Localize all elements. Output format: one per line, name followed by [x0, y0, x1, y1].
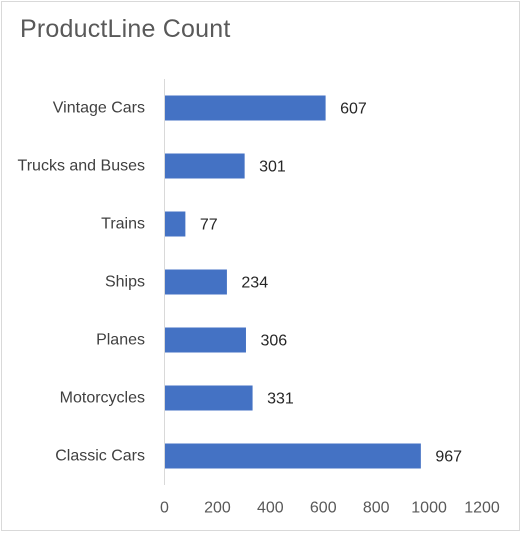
- bar-motorcycles: [165, 385, 253, 411]
- data-label: 77: [200, 217, 218, 234]
- x-tick-label: 0: [160, 500, 169, 517]
- bar-trucks-and-buses: [165, 153, 245, 179]
- bars-layer: [165, 95, 421, 469]
- data-label: 234: [241, 275, 268, 292]
- bar-classic-cars: [165, 443, 421, 469]
- bar-vintage-cars: [165, 95, 326, 121]
- category-label: Trucks and Buses: [18, 158, 145, 175]
- x-tick-label: 200: [204, 500, 231, 517]
- data-label: 331: [267, 391, 294, 408]
- x-tick-label: 1000: [411, 500, 447, 517]
- x-tick-label: 1200: [464, 500, 500, 517]
- bar-trains: [165, 211, 186, 237]
- bar-planes: [165, 327, 246, 353]
- category-labels: Vintage Cars Trucks and Buses Trains Ships P…: [18, 100, 145, 465]
- data-label: 301: [259, 159, 286, 176]
- category-label: Classic Cars: [55, 448, 145, 465]
- data-label: 306: [260, 333, 287, 350]
- x-tick-label: 600: [310, 500, 337, 517]
- value-labels: 607 301 77 234 306 331 967: [200, 101, 462, 466]
- data-label: 967: [435, 449, 462, 466]
- category-label: Trains: [101, 216, 145, 233]
- bar-ships: [165, 269, 227, 295]
- x-axis-ticks: 0 200 400 600 800 1000 1200: [160, 500, 500, 517]
- category-label: Vintage Cars: [53, 100, 145, 117]
- chart-title: ProductLine Count: [20, 15, 231, 43]
- x-tick-label: 800: [363, 500, 390, 517]
- data-label: 607: [340, 101, 367, 118]
- category-label: Ships: [105, 274, 145, 291]
- category-label: Motorcycles: [60, 390, 145, 407]
- category-label: Planes: [96, 332, 145, 349]
- x-tick-label: 400: [257, 500, 284, 517]
